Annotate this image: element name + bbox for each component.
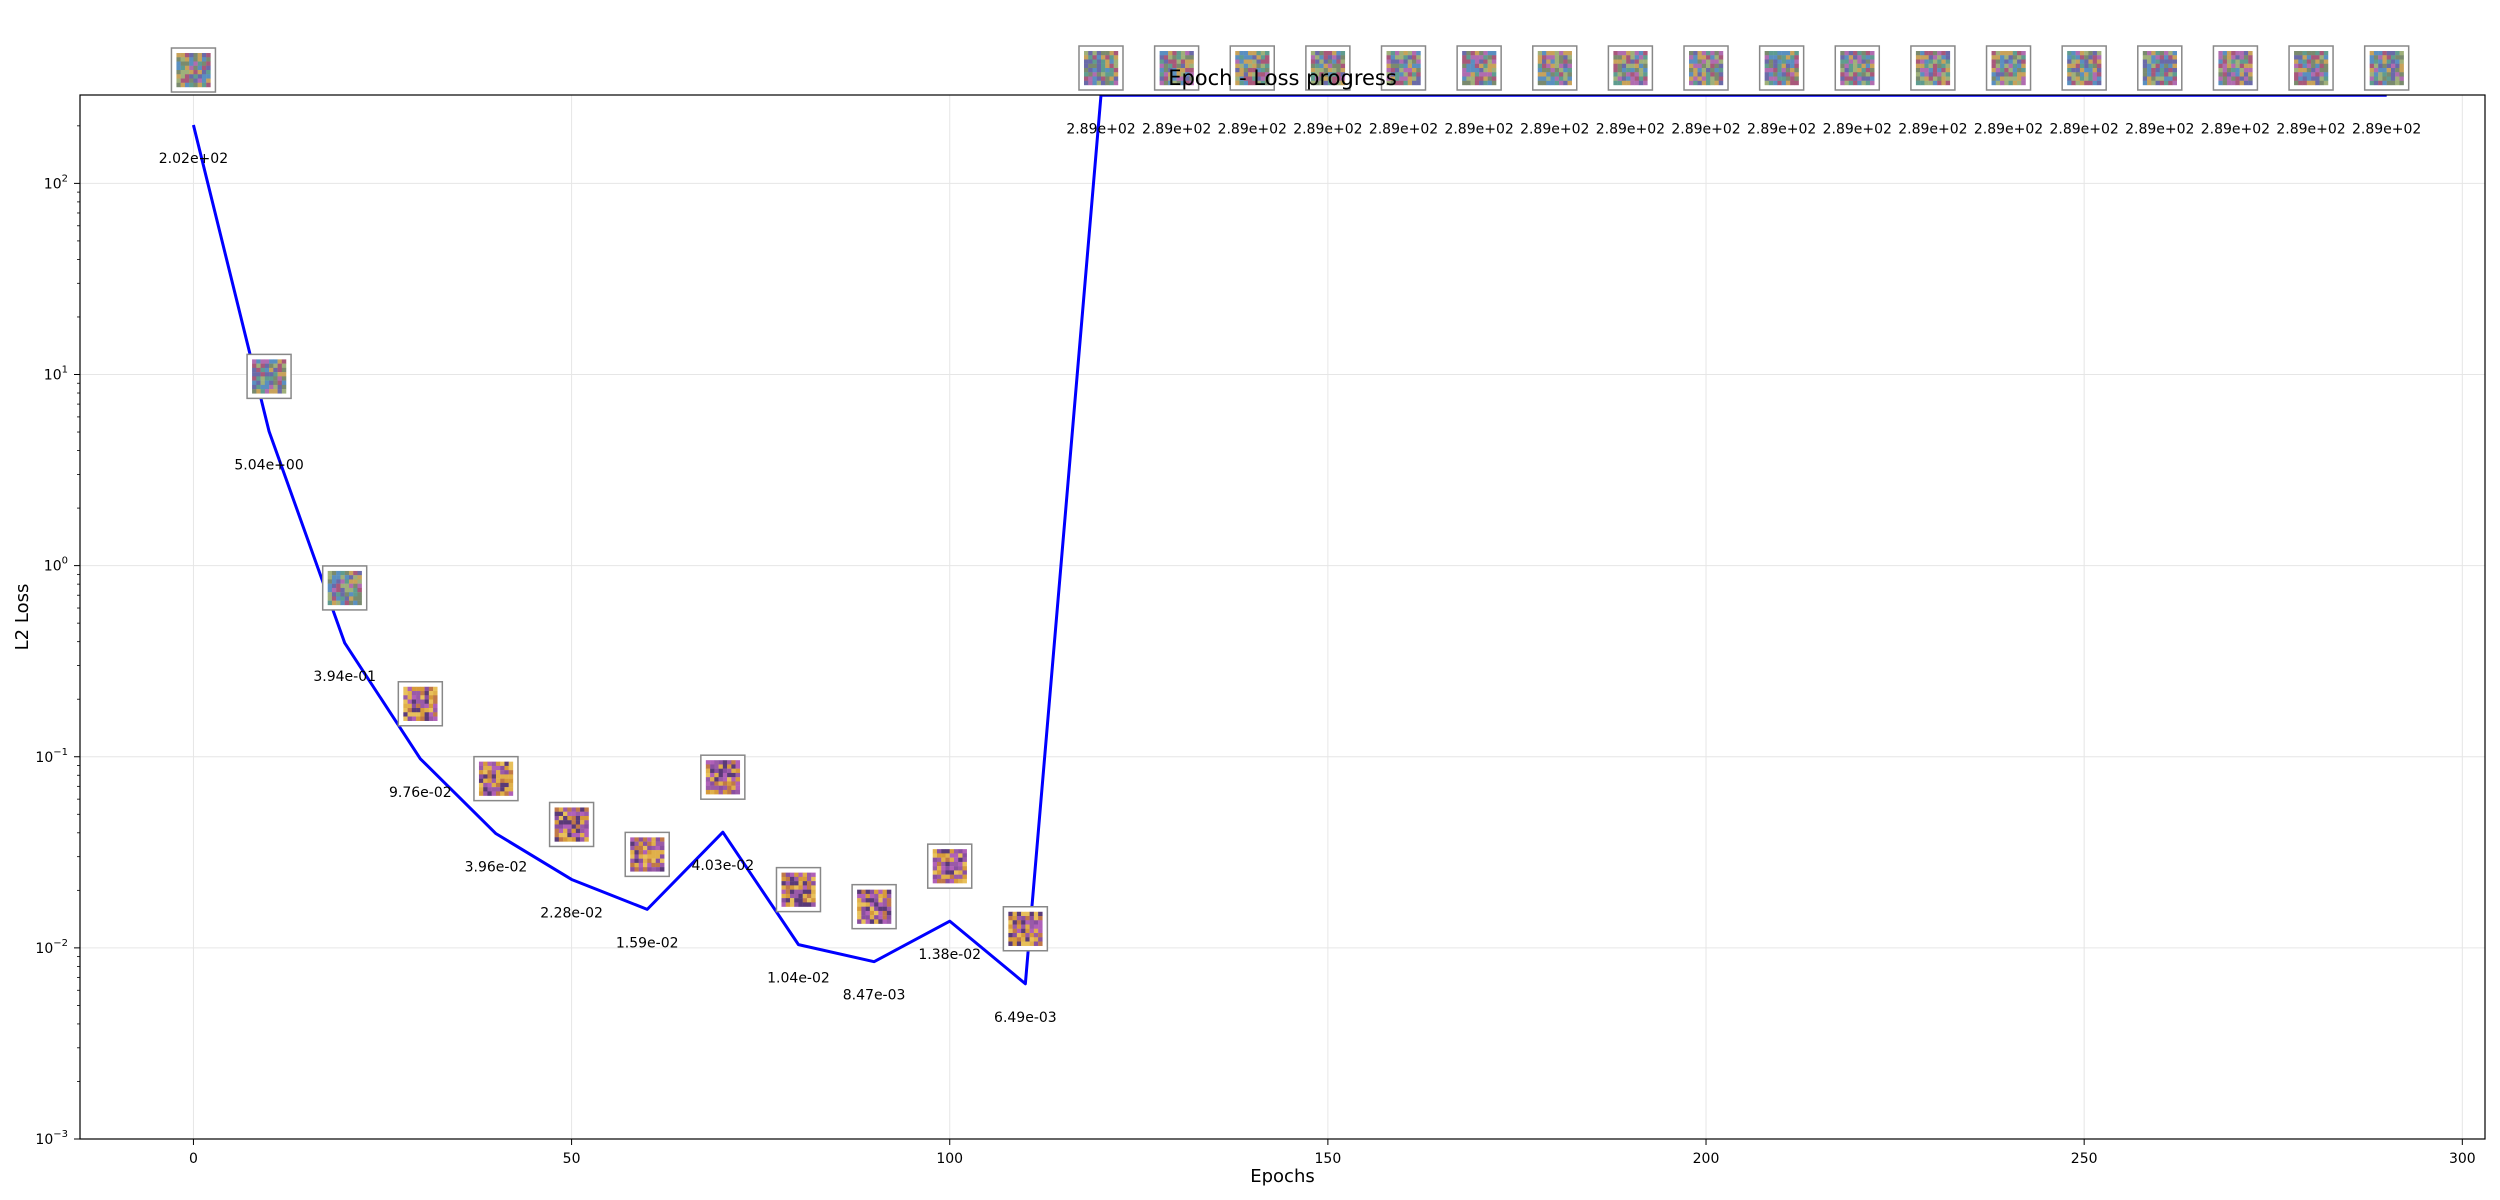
x-tick-label: 100 bbox=[936, 1151, 963, 1167]
data-label: 2.89e+02 bbox=[2276, 121, 2345, 137]
thumbnail-image bbox=[1229, 45, 1275, 91]
thumbnail-image bbox=[1380, 45, 1427, 91]
thumbnail-image bbox=[1532, 45, 1578, 91]
thumbnail-image bbox=[548, 801, 595, 848]
thumbnail-image bbox=[1683, 45, 1729, 91]
data-label: 2.02e+02 bbox=[159, 151, 228, 167]
thumbnail-image bbox=[2212, 45, 2259, 91]
x-tick-label: 300 bbox=[2449, 1151, 2476, 1167]
data-label: 2.89e+02 bbox=[1444, 121, 1513, 137]
data-label: 2.28e-02 bbox=[540, 905, 603, 921]
data-label: 9.76e-02 bbox=[389, 785, 452, 801]
thumbnail-image bbox=[1153, 45, 1200, 91]
thumbnail-image bbox=[2363, 45, 2410, 91]
x-tick-label: 150 bbox=[1315, 1151, 1342, 1167]
thumbnail-image bbox=[170, 47, 217, 93]
data-label: 3.96e-02 bbox=[465, 860, 528, 876]
thumbnail-image bbox=[775, 866, 822, 913]
data-label: 2.89e+02 bbox=[1747, 121, 1816, 137]
data-label: 3.94e-01 bbox=[313, 669, 376, 685]
data-label: 2.89e+02 bbox=[1898, 121, 1967, 137]
thumbnail-image bbox=[926, 843, 973, 889]
thumbnail-image bbox=[1607, 45, 1654, 91]
data-label: 2.89e+02 bbox=[1596, 121, 1665, 137]
data-label: 2.89e+02 bbox=[1142, 121, 1211, 137]
thumbnail-image bbox=[851, 883, 897, 930]
data-label: 2.89e+02 bbox=[2125, 121, 2194, 137]
thumbnail-image bbox=[624, 831, 670, 878]
data-label: 2.89e+02 bbox=[1218, 121, 1287, 137]
thumbnail-image bbox=[2061, 45, 2107, 91]
grid-lines bbox=[80, 95, 2485, 1140]
y-tick-label: 100 bbox=[44, 556, 68, 575]
x-axis-title: Epochs bbox=[1250, 1166, 1315, 1187]
thumbnail-image bbox=[473, 755, 519, 802]
x-tick-label: 250 bbox=[2071, 1151, 2098, 1167]
thumbnail-image bbox=[1834, 45, 1881, 91]
x-tick-label: 50 bbox=[563, 1151, 581, 1167]
thumbnail-image bbox=[1910, 45, 1956, 91]
data-label: 2.89e+02 bbox=[2201, 121, 2270, 137]
thumbnail-image bbox=[1758, 45, 1805, 91]
axis-ticks: 0 50 100 150 200 250 300 10−3 10−2 10−1 100 101 102 bbox=[35, 125, 2476, 1167]
thumbnail-image bbox=[1002, 906, 1049, 952]
thumbnail-image bbox=[2288, 45, 2334, 91]
thumbnail-image bbox=[1305, 45, 1351, 91]
y-tick-label: 10−2 bbox=[35, 938, 68, 957]
data-label: 2.89e+02 bbox=[1520, 121, 1589, 137]
y-tick-label: 102 bbox=[44, 173, 68, 192]
data-label: 1.04e-02 bbox=[767, 971, 830, 987]
plot-area-frame bbox=[79, 94, 2486, 1140]
data-label: 5.04e+00 bbox=[234, 457, 303, 473]
thumbnail-image bbox=[1985, 45, 2032, 91]
thumbnail-image bbox=[700, 754, 746, 800]
data-label: 2.89e+02 bbox=[1671, 121, 1740, 137]
data-label: 1.38e-02 bbox=[918, 947, 981, 963]
data-label: 2.89e+02 bbox=[1823, 121, 1892, 137]
data-label: 1.59e-02 bbox=[616, 935, 679, 951]
data-label: 2.89e+02 bbox=[1974, 121, 2043, 137]
data-label: 8.47e-03 bbox=[843, 988, 906, 1004]
thumbnail-image bbox=[246, 353, 292, 400]
thumbnail-image bbox=[2137, 45, 2183, 91]
x-tick-label: 200 bbox=[1693, 1151, 1720, 1167]
x-tick-label: 0 bbox=[189, 1151, 198, 1167]
y-tick-label: 101 bbox=[44, 365, 68, 384]
y-tick-label: 10−1 bbox=[35, 747, 68, 766]
data-label: 2.89e+02 bbox=[2049, 121, 2118, 137]
data-label: 2.89e+02 bbox=[1293, 121, 1362, 137]
data-label: 4.03e-02 bbox=[692, 858, 755, 874]
y-tick-label: 10−3 bbox=[35, 1129, 68, 1148]
thumbnail-image bbox=[1456, 45, 1502, 91]
y-axis-title: L2 Loss bbox=[12, 584, 33, 651]
thumbnail-image bbox=[321, 565, 368, 611]
data-labels: 2.02e+02 5.04e+00 3.94e-01 9.76e-02 3.96e-02… bbox=[159, 121, 2422, 1025]
thumbnail-image bbox=[1078, 45, 1124, 91]
thumbnail-image bbox=[397, 681, 444, 727]
data-label: 2.89e+02 bbox=[2352, 121, 2421, 137]
data-label: 6.49e-03 bbox=[994, 1010, 1057, 1026]
data-label: 2.89e+02 bbox=[1369, 121, 1438, 137]
thumbnail-images bbox=[170, 45, 2410, 952]
data-label: 2.89e+02 bbox=[1066, 121, 1135, 137]
chart-title: Epoch - Loss progress bbox=[1168, 66, 1397, 90]
